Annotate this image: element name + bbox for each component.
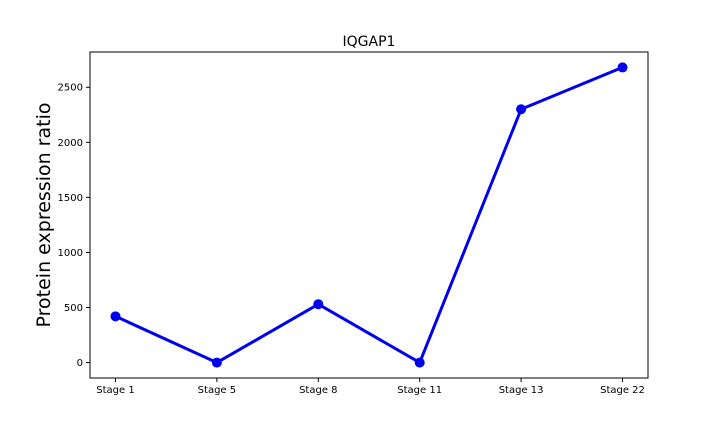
data-point bbox=[516, 104, 527, 115]
y-tick-label: 1500 bbox=[58, 193, 83, 204]
x-axis-ticks: Stage 1 Stage 5 Stage 8 Stage 11 Stage 13 Sta… bbox=[96, 378, 645, 396]
x-tick-label: Stage 1 bbox=[96, 385, 134, 396]
data-point bbox=[313, 299, 324, 310]
chart-title: IQGAP1 bbox=[343, 34, 396, 50]
y-axis-ticks: 0 500 1000 1500 2000 2500 bbox=[58, 83, 90, 369]
y-tick-label: 500 bbox=[64, 303, 83, 314]
y-axis-label: Protein expression ratio bbox=[33, 103, 55, 328]
y-tick-label: 2000 bbox=[58, 138, 83, 149]
x-tick-label: Stage 8 bbox=[299, 385, 337, 396]
data-point bbox=[211, 357, 222, 368]
data-point bbox=[617, 62, 628, 73]
plot-frame bbox=[89, 51, 649, 379]
x-tick-label: Stage 13 bbox=[499, 385, 544, 396]
y-tick-label: 2500 bbox=[58, 83, 83, 94]
y-tick-label: 0 bbox=[77, 358, 83, 369]
series-group bbox=[110, 62, 628, 368]
x-tick-label: Stage 5 bbox=[198, 385, 236, 396]
x-tick-label: Stage 22 bbox=[600, 385, 645, 396]
x-tick-label: Stage 11 bbox=[397, 385, 442, 396]
y-tick-label: 1000 bbox=[58, 248, 83, 259]
series-line bbox=[114, 65, 624, 365]
data-point bbox=[414, 357, 425, 368]
data-point bbox=[110, 311, 121, 322]
